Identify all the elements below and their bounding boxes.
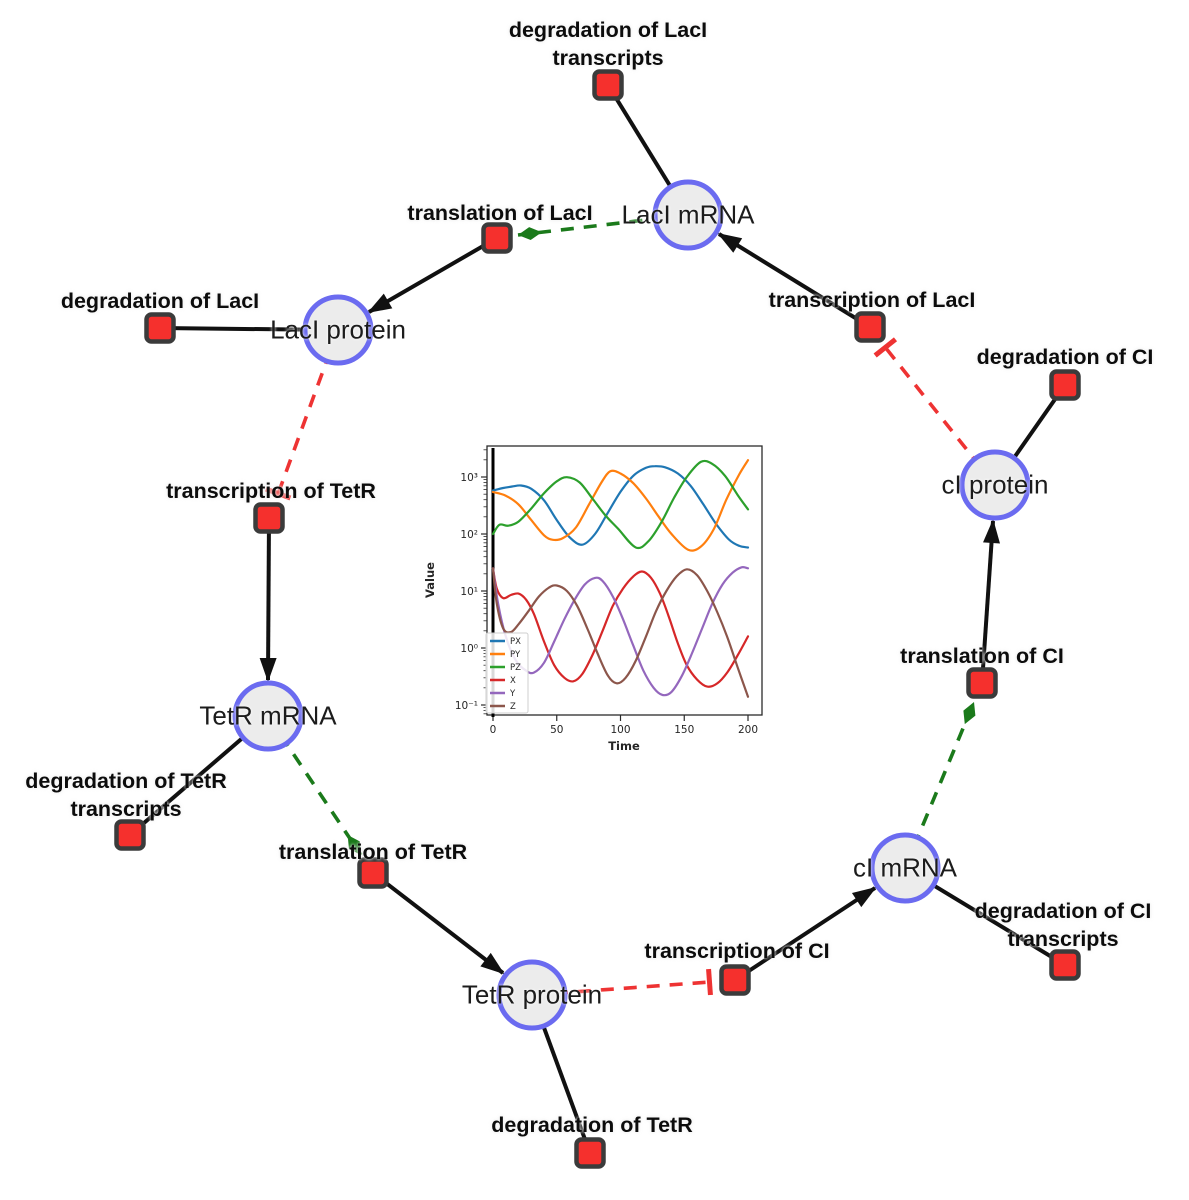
x-tick-150: 150	[674, 724, 694, 736]
species-node-ci-protein[interactable]	[959, 449, 1031, 521]
reaction-label-translation-tetr: translation of TetR	[278, 840, 468, 864]
reaction-label-transcription-ci: transcription of CI	[644, 939, 830, 963]
reaction-node-deg-tetr-transcripts[interactable]	[114, 819, 146, 851]
species-label-ci-protein: cI protein	[941, 469, 1049, 500]
reaction-node-deg-ci-transcripts[interactable]	[1049, 949, 1081, 981]
edge-translation-laci-to-laci-protein	[367, 236, 499, 314]
timecourse-chart: 10³ 10² 10¹ 10⁰ 10⁻¹ 0 50 100 150 200 Ti…	[420, 436, 780, 768]
legend-label-py: PY	[510, 650, 521, 660]
x-axis-label: Time	[608, 739, 640, 753]
y-tick-1e2: 10²	[460, 529, 478, 541]
reaction-node-translation-laci[interactable]	[481, 222, 513, 254]
y-tick-1e1: 10¹	[460, 586, 478, 598]
edge-transcription-laci-to-laci-mrna	[717, 232, 872, 329]
reaction-node-deg-ci[interactable]	[1049, 369, 1081, 401]
curve-z	[491, 567, 750, 698]
x-tick-50: 50	[550, 724, 563, 736]
x-ticks	[492, 715, 749, 721]
legend-label-y: Y	[509, 689, 516, 699]
curve-x	[491, 567, 750, 688]
species-node-laci-protein[interactable]	[302, 294, 374, 366]
chart-curves	[491, 459, 750, 698]
reaction-node-translation-ci[interactable]	[966, 667, 998, 699]
species-node-tetr-protein[interactable]	[496, 959, 568, 1031]
curve-y	[491, 566, 750, 697]
reaction-label-translation-laci: translation of LacI	[407, 201, 593, 225]
chart-svg: 10³ 10² 10¹ 10⁰ 10⁻¹ 0 50 100 150 200 Ti…	[423, 445, 763, 753]
reaction-label-deg-laci: degradation of LacI	[60, 289, 260, 313]
reaction-node-transcription-tetr[interactable]	[253, 502, 285, 534]
reaction-label-transcription-laci: transcription of LacI	[768, 288, 976, 312]
curve-py	[491, 459, 750, 552]
y-axis-label: Value	[423, 562, 437, 598]
species-label-laci-protein: LacI protein	[270, 314, 406, 345]
edge-transcription-tetr-to-tetr-mrna	[259, 517, 277, 682]
reaction-node-deg-laci[interactable]	[144, 312, 176, 344]
legend-box	[485, 632, 529, 714]
curve-pz	[491, 459, 750, 550]
reaction-label-deg-tetr: degradation of TetR	[491, 1113, 693, 1137]
y-tick-1em1: 10⁻¹	[455, 700, 478, 712]
reaction-node-transcription-ci[interactable]	[719, 964, 751, 996]
species-label-laci-mrna: LacI mRNA	[621, 199, 755, 230]
reaction-label-deg-laci-transcripts: degradation of LacI transcripts	[508, 18, 708, 70]
reaction-node-transcription-laci[interactable]	[854, 311, 886, 343]
species-label-tetr-protein: TetR protein	[461, 979, 603, 1010]
legend-label-z: Z	[510, 702, 516, 712]
reaction-label-deg-tetr-transcripts: degradation of TetR transcripts	[25, 769, 227, 821]
reaction-label-transcription-tetr: transcription of TetR	[166, 479, 376, 503]
species-node-laci-mrna[interactable]	[652, 179, 724, 251]
reaction-node-deg-laci-transcripts[interactable]	[592, 69, 624, 101]
reaction-label-deg-ci-transcripts: degradation of CI transcripts	[974, 899, 1152, 951]
chart-legend: PX PY PZ X Y Z	[485, 632, 529, 714]
species-node-tetr-mrna[interactable]	[232, 680, 304, 752]
reaction-label-deg-ci: degradation of CI	[976, 345, 1154, 369]
legend-label-x: X	[510, 676, 516, 686]
species-node-ci-mrna[interactable]	[869, 832, 941, 904]
reaction-node-deg-tetr[interactable]	[574, 1137, 606, 1169]
edge-transcription-ci-to-ci-mrna	[733, 886, 877, 982]
y-tick-1e3: 10³	[460, 472, 478, 484]
species-label-ci-mrna: cI mRNA	[853, 852, 957, 883]
edge-translation-tetr-to-tetr-protein	[371, 871, 505, 975]
x-tick-100: 100	[610, 724, 630, 736]
edge-translation-ci-to-ci-protein	[980, 519, 1000, 684]
species-label-tetr-mrna: TetR mRNA	[199, 700, 337, 731]
legend-label-px: PX	[510, 637, 521, 647]
legend-label-pz: PZ	[510, 663, 521, 673]
reaction-label-translation-ci: translation of CI	[900, 644, 1064, 668]
reaction-node-translation-tetr[interactable]	[357, 857, 389, 889]
curve-px	[491, 465, 750, 549]
y-tick-1e0: 10⁰	[460, 643, 478, 655]
x-tick-0: 0	[490, 724, 497, 736]
x-tick-200: 200	[738, 724, 758, 736]
